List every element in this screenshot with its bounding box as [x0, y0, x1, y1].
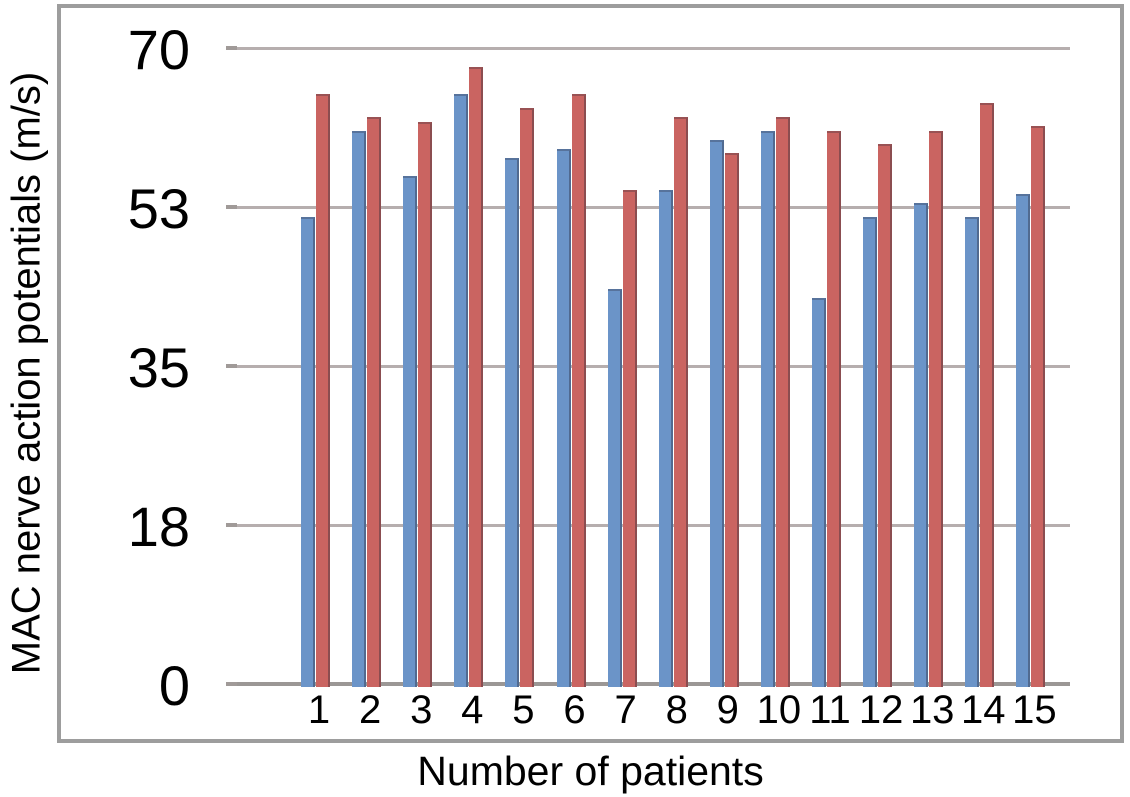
x-tick-label: 10: [756, 688, 802, 732]
bar-red-series-patient-8: [673, 117, 688, 687]
bar-red-series-patient-14: [980, 103, 995, 687]
x-tick-label: 11: [809, 688, 851, 732]
x-tick-label: 13: [909, 688, 955, 732]
y-tick-label: 0: [158, 654, 190, 717]
bar-blue-series-patient-3: [403, 176, 418, 687]
bar-blue-series-patient-15: [1016, 194, 1031, 687]
y-tick-label: 70: [127, 18, 190, 82]
x-tick-label: 12: [858, 688, 904, 732]
x-tick-label: 2: [358, 688, 382, 732]
x-tick-label: 5: [512, 688, 535, 732]
chart-frame: [57, 4, 1124, 743]
bar-blue-series-patient-14: [965, 216, 980, 687]
bar-red-series-patient-9: [724, 153, 739, 687]
bar-blue-series-patient-7: [607, 289, 622, 687]
bar-red-series-patient-4: [469, 67, 484, 687]
y-tick-label: 18: [127, 495, 190, 559]
bar-red-series-patient-15: [1031, 126, 1046, 687]
y-axis-tick: [226, 523, 237, 528]
y-tick-label: 53: [127, 177, 190, 241]
x-tick-label: 1: [307, 688, 331, 732]
gridline: [237, 365, 1070, 369]
x-tick-label: 3: [410, 688, 433, 732]
bar-blue-series-patient-6: [556, 148, 571, 687]
bar-blue-series-patient-9: [709, 139, 724, 687]
x-axis-line: [237, 682, 1070, 686]
y-axis-tick: [226, 682, 237, 686]
bar-blue-series-patient-8: [658, 189, 673, 687]
bar-blue-series-patient-12: [863, 216, 878, 687]
bar-red-series-patient-11: [827, 130, 841, 687]
gridline: [237, 206, 1070, 210]
x-tick-label: 6: [563, 688, 586, 732]
bar-blue-series-patient-11: [812, 298, 826, 687]
bar-red-series-patient-6: [571, 94, 586, 687]
bar-red-series-patient-5: [520, 107, 535, 687]
bar-red-series-patient-13: [929, 130, 944, 687]
bar-red-series-patient-2: [367, 117, 382, 687]
bar-red-series-patient-10: [775, 117, 790, 687]
bar-blue-series-patient-10: [760, 130, 775, 687]
bar-blue-series-patient-4: [454, 94, 469, 687]
bar-red-series-patient-3: [418, 121, 433, 687]
y-axis-tick: [226, 205, 237, 210]
x-tick-label: 9: [716, 688, 739, 732]
y-axis-title: MAC nerve action potentials (m/s): [4, 71, 49, 675]
bar-red-series-patient-1: [316, 94, 330, 687]
y-axis-tick: [226, 364, 237, 369]
gridline: [237, 524, 1070, 528]
bar-red-series-patient-7: [622, 189, 637, 687]
bar-blue-series-patient-1: [301, 216, 315, 687]
y-axis-tick: [226, 46, 237, 51]
bar-blue-series-patient-5: [505, 157, 520, 687]
x-tick-label: 15: [1012, 688, 1057, 732]
x-tick-label: 8: [665, 688, 688, 732]
y-tick-label: 35: [127, 336, 190, 400]
bar-red-series-patient-12: [878, 144, 893, 687]
x-axis-title: Number of patients: [417, 748, 764, 794]
bar-blue-series-patient-2: [352, 130, 367, 687]
x-tick-label: 14: [961, 688, 1006, 732]
x-tick-label: 7: [614, 688, 637, 732]
x-tick-label: 4: [461, 688, 484, 732]
bar-blue-series-patient-13: [914, 203, 929, 687]
gridline: [237, 47, 1070, 51]
